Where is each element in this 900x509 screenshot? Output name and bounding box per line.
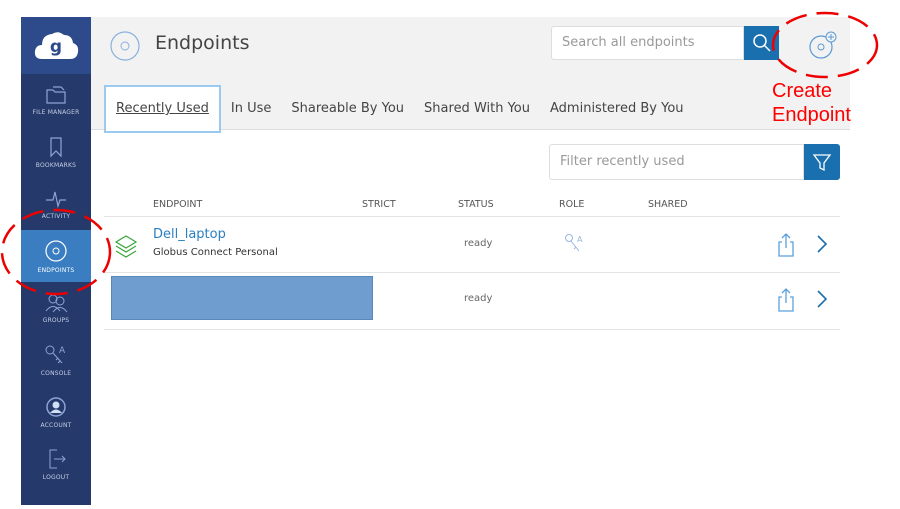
- chevron-right-icon[interactable]: [816, 234, 828, 254]
- column-header-status[interactable]: STATUS: [458, 199, 494, 210]
- layers-icon: [114, 235, 138, 258]
- sidebar-item-file-manager[interactable]: FILE MANAGER: [21, 74, 91, 126]
- create-endpoint-icon[interactable]: [808, 30, 840, 60]
- endpoint-type: Globus Connect Personal: [153, 247, 278, 258]
- filter-input[interactable]: Filter recently used: [549, 144, 804, 180]
- filter-icon: [812, 154, 832, 172]
- tab-bar: Recently Used In Use Shareable By You Sh…: [104, 85, 694, 133]
- account-icon: [46, 396, 66, 417]
- page-title: Endpoints: [155, 32, 250, 54]
- status-text: ready: [464, 238, 493, 249]
- table-row[interactable]: Dell_laptop Globus Connect Personal read…: [104, 216, 840, 273]
- share-icon[interactable]: [777, 287, 795, 313]
- sidebar-item-account[interactable]: ACCOUNT: [21, 386, 91, 438]
- groups-icon: [45, 294, 68, 312]
- redacted-endpoint-name: [111, 276, 373, 320]
- column-header-shared[interactable]: SHARED: [648, 199, 688, 210]
- globus-logo[interactable]: g: [21, 17, 91, 74]
- sidebar-item-activity[interactable]: ACTIVITY: [21, 178, 91, 230]
- tab-shared-with-you[interactable]: Shared With You: [424, 101, 531, 116]
- search-input[interactable]: Search all endpoints: [551, 26, 744, 60]
- table-row[interactable]: ready: [104, 273, 840, 330]
- logout-icon: [49, 449, 66, 468]
- folder-icon: [46, 85, 66, 104]
- sidebar-item-groups[interactable]: GROUPS: [21, 282, 91, 334]
- activity-icon: [46, 191, 66, 208]
- sidebar-item-console[interactable]: A CONSOLE: [40, 345, 72, 377]
- svg-text:A: A: [59, 346, 66, 356]
- bookmark-icon: [50, 136, 62, 157]
- endpoint-icon: [110, 31, 140, 61]
- page-header: Endpoints Search all endpoints Recently …: [91, 17, 850, 133]
- column-header-role[interactable]: ROLE: [559, 199, 585, 210]
- column-header-endpoint[interactable]: ENDPOINT: [153, 199, 203, 210]
- filter-button[interactable]: [804, 144, 840, 180]
- chevron-right-icon[interactable]: [816, 289, 828, 309]
- tab-in-use[interactable]: In Use: [230, 101, 272, 116]
- sidebar: g FILE MANAGER BOOKMARKS ACTIVITY ENDPOI…: [21, 17, 91, 505]
- tab-shareable-by-you[interactable]: Shareable By You: [291, 101, 405, 116]
- sidebar-item-endpoints[interactable]: ENDPOINTS: [21, 230, 91, 282]
- search-icon: [752, 34, 771, 52]
- role-key-icon: A: [565, 234, 583, 252]
- column-header-strict[interactable]: STRICT: [362, 199, 396, 210]
- sidebar-item-logout[interactable]: LOGOUT: [21, 438, 91, 490]
- share-icon[interactable]: [777, 232, 795, 258]
- search-button[interactable]: [744, 26, 779, 60]
- svg-text:A: A: [577, 235, 583, 244]
- endpoint-icon: [45, 239, 67, 262]
- key-icon: A: [45, 345, 66, 363]
- tab-administered-by-you[interactable]: Administered By You: [550, 101, 684, 116]
- status-text: ready: [464, 293, 493, 304]
- tab-recently-used[interactable]: Recently Used: [104, 85, 221, 133]
- svg-text:g: g: [50, 37, 62, 57]
- endpoint-name-link[interactable]: Dell_laptop: [153, 227, 226, 242]
- sidebar-item-bookmarks[interactable]: BOOKMARKS: [21, 126, 91, 178]
